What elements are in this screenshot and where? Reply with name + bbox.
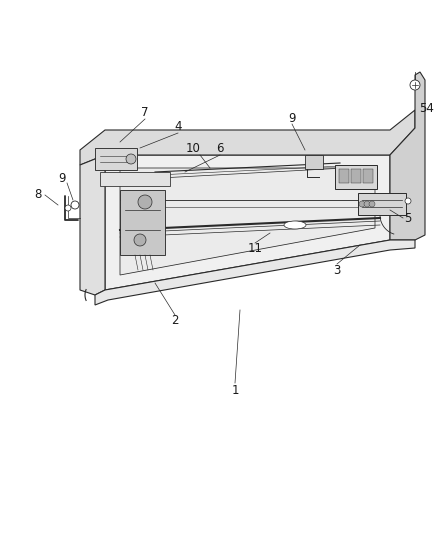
Circle shape [364, 201, 370, 207]
Circle shape [410, 80, 420, 90]
Polygon shape [363, 169, 373, 183]
Text: 6: 6 [216, 142, 224, 156]
Polygon shape [95, 240, 415, 305]
Text: 9: 9 [288, 111, 296, 125]
Polygon shape [95, 148, 137, 170]
Text: 7: 7 [141, 107, 149, 119]
Polygon shape [120, 168, 375, 275]
Text: 5: 5 [404, 212, 412, 224]
Circle shape [138, 195, 152, 209]
Polygon shape [351, 169, 361, 183]
Text: 1: 1 [231, 384, 239, 397]
Polygon shape [358, 193, 406, 215]
Text: 54: 54 [420, 101, 434, 115]
Polygon shape [390, 72, 425, 240]
Text: 9: 9 [58, 172, 66, 184]
Ellipse shape [284, 221, 306, 229]
Polygon shape [80, 110, 415, 165]
Polygon shape [100, 172, 170, 186]
Circle shape [359, 201, 365, 207]
Polygon shape [105, 155, 390, 290]
Text: 8: 8 [34, 189, 42, 201]
Text: 2: 2 [171, 313, 179, 327]
Text: 3: 3 [333, 263, 341, 277]
Polygon shape [120, 190, 165, 255]
Circle shape [126, 154, 136, 164]
Polygon shape [339, 169, 349, 183]
Polygon shape [80, 155, 105, 295]
Circle shape [369, 201, 375, 207]
Text: 10: 10 [186, 141, 201, 155]
Circle shape [134, 234, 146, 246]
Polygon shape [305, 155, 323, 169]
Text: 4: 4 [174, 120, 182, 133]
Polygon shape [335, 165, 377, 189]
Circle shape [65, 205, 71, 211]
Circle shape [405, 198, 411, 204]
Text: 11: 11 [247, 241, 262, 254]
Circle shape [71, 201, 79, 209]
